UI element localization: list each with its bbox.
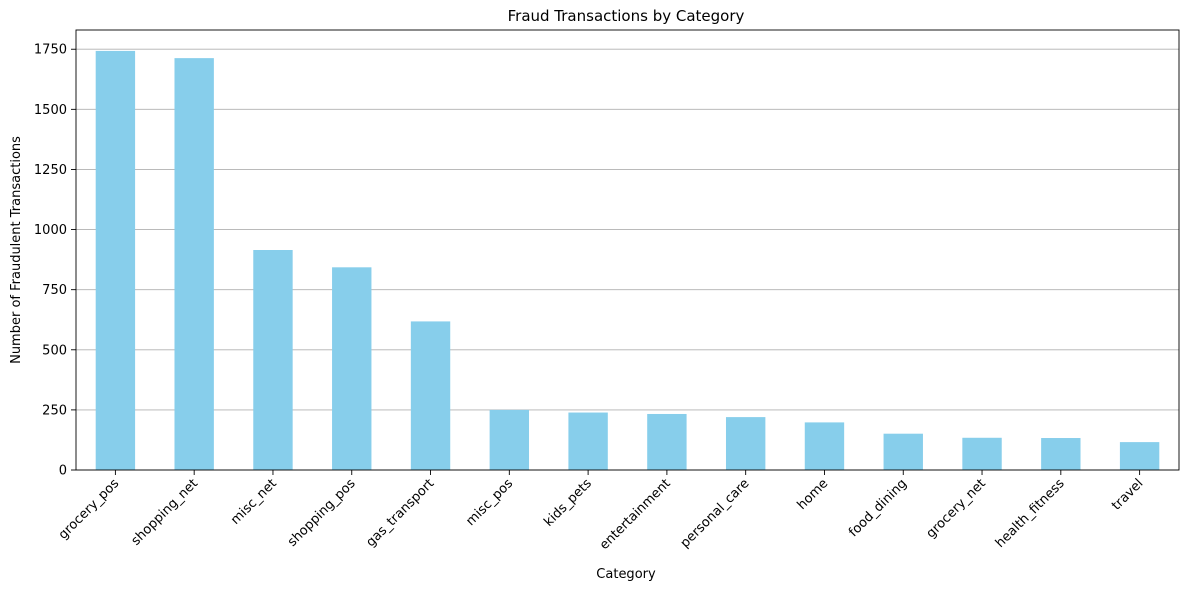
bar-misc_net [253,250,293,470]
y-tick-label: 250 [42,403,67,418]
y-tick-label: 1750 [34,43,67,58]
bar-food_dining [883,433,923,470]
bar-misc_pos [489,409,530,470]
y-tick-label: 1500 [34,103,67,118]
bars [95,50,1160,471]
plot-frame [75,29,1180,471]
x-tick-label: travel [1109,476,1146,513]
bar-shopping_pos [332,267,372,470]
bar-kids_pets [568,412,608,470]
x-tick-label: health_fitness [993,476,1068,551]
bar-entertainment [647,413,687,470]
bar-travel [1119,442,1160,470]
y-tick-label: 0 [59,464,67,479]
x-tick-label: shopping_pos [285,476,359,550]
y-tick-label: 1000 [34,223,67,238]
x-tick-label: food_dining [846,476,910,540]
x-axis-label: Category [596,567,656,582]
y-tick-label: 1250 [34,163,67,178]
bar-health_fitness [1041,438,1081,470]
bar-gas_transport [410,321,451,470]
y-ticks: 0 250 500 750 1000 1250 1500 1750 [34,43,76,479]
y-tick-label: 750 [42,283,67,298]
chart-title: Fraud Transactions by Category [508,7,745,25]
x-tick-label: home [795,476,832,513]
x-tick-label: shopping_net [129,476,201,548]
bar-shopping_net [174,58,214,470]
x-tick-label: kids_pets [541,476,595,530]
bar-personal_care [725,417,766,470]
gridlines [76,48,1179,471]
x-tick-label: misc_net [228,476,280,528]
x-tick-label: grocery_pos [56,476,123,543]
x-tick-label: gas_transport [363,476,437,550]
x-tick-label: entertainment [597,476,674,553]
bar-grocery_net [962,437,1002,470]
y-axis-label: Number of Fraudulent Transactions [9,136,24,364]
bar-grocery_pos [95,50,136,471]
bar-home [804,422,845,470]
y-tick-label: 500 [42,343,67,358]
x-tick-label: grocery_net [924,476,989,541]
x-ticks: grocery_pos shopping_net misc_net shopping_… [56,470,1146,553]
x-tick-label: personal_care [678,476,753,551]
axes [75,29,1180,471]
x-tick-label: misc_pos [463,476,516,529]
